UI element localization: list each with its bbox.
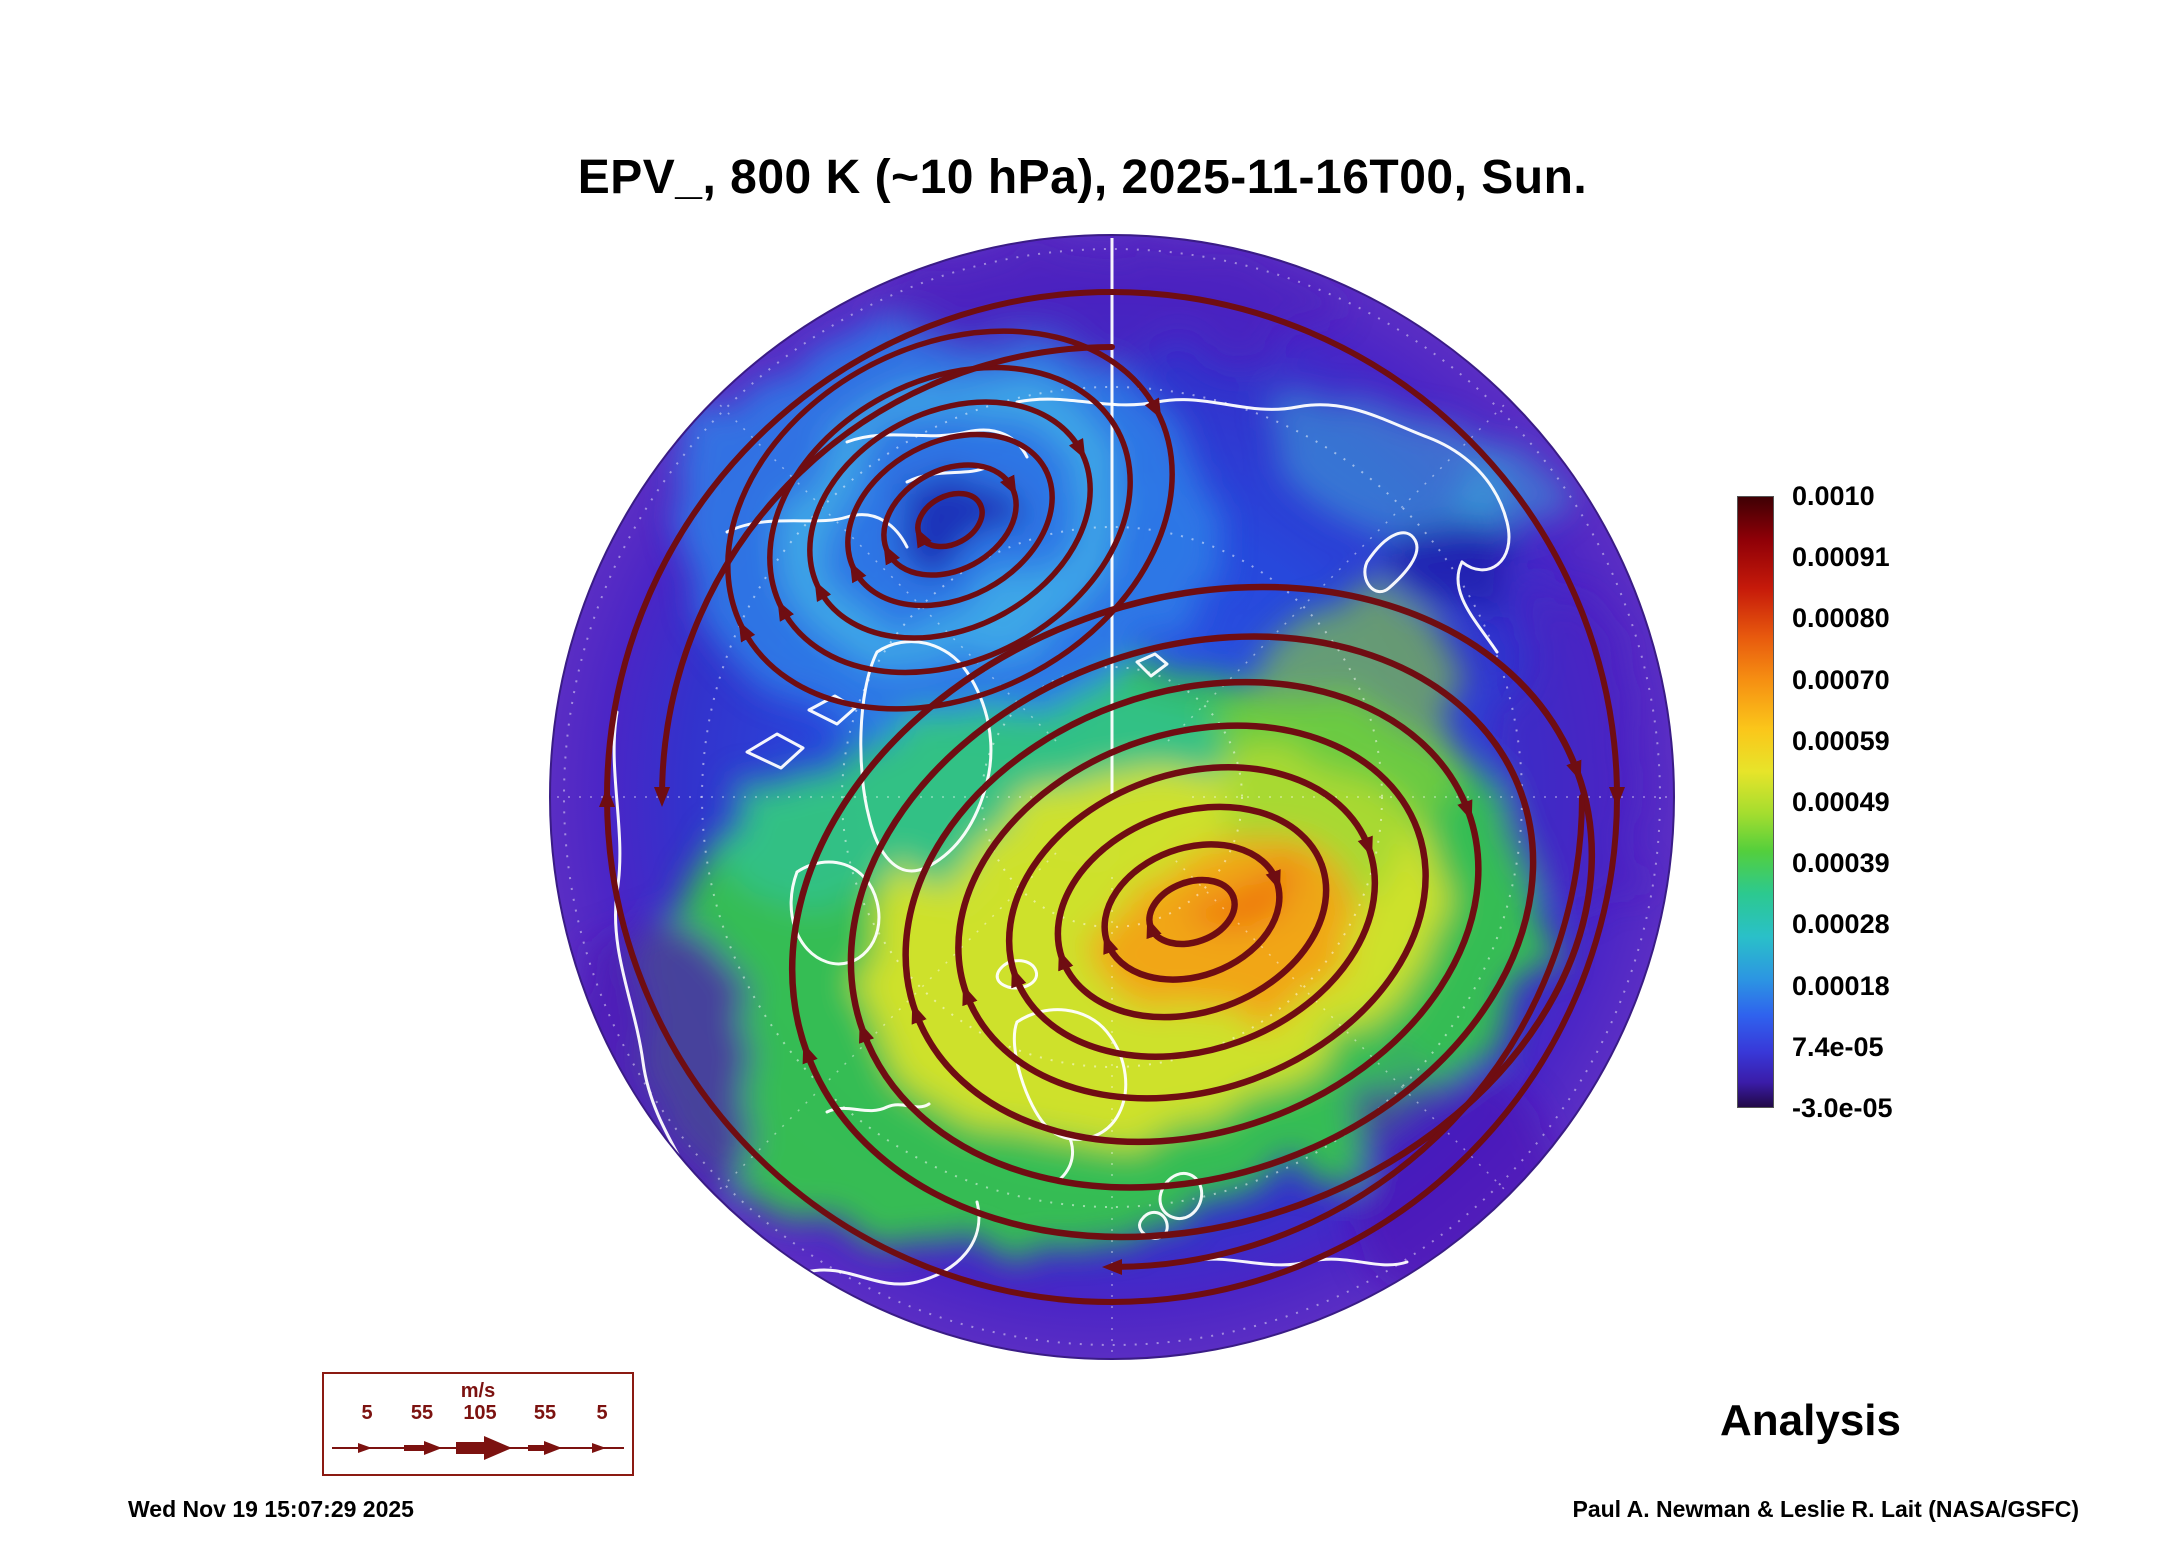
map-edge [549, 234, 1675, 1360]
wind-units-label: m/s [460, 1380, 496, 1402]
wind-speed-tick: 105 [463, 1402, 497, 1424]
colorbar-tick: 0.00070 [1792, 664, 1890, 695]
globe-map [549, 234, 1675, 1360]
wind-arrow-scale [332, 1436, 624, 1460]
author-credit: Paul A. Newman & Leslie R. Lait (NASA/GS… [1572, 1496, 2079, 1522]
colorbar-tick: 0.00028 [1792, 909, 1890, 940]
wind-speed-tick: 55 [533, 1402, 557, 1424]
wind-speed-tick: 55 [410, 1402, 434, 1424]
colorbar-tick: 0.00039 [1792, 848, 1890, 879]
colorbar-tick: 0.00059 [1792, 725, 1890, 756]
colorbar [1737, 496, 1774, 1108]
streamlines-anticyclone [789, 583, 1595, 1241]
wind-speed-tick: 5 [596, 1402, 608, 1424]
polar-map [547, 232, 1677, 1362]
colorbar-tick: 0.00018 [1792, 970, 1890, 1001]
colorbar-tick: -3.0e-05 [1792, 1092, 1893, 1123]
streamlines-vortex [725, 328, 1175, 712]
colorbar-tick: 0.0010 [1792, 481, 1875, 511]
chart-title: EPV_, 800 K (~10 hPa), 2025-11-16T00, Su… [577, 151, 1588, 204]
streamlines [599, 289, 1625, 1305]
colorbar-tick: 0.00049 [1792, 786, 1890, 817]
wind-speed-tick: 5 [361, 1402, 373, 1424]
colorbar-ticks: 0.0010 0.00091 0.00080 0.00070 0.00059 0… [1792, 481, 1982, 1123]
colorbar-tick: 7.4e-05 [1792, 1031, 1884, 1062]
analysis-label: Analysis [1720, 1396, 1901, 1445]
streamlines-outer [599, 289, 1625, 1305]
colorbar-tick: 0.00080 [1792, 603, 1890, 634]
generation-timestamp: Wed Nov 19 15:07:29 2025 [128, 1496, 414, 1522]
colorbar-tick: 0.00091 [1792, 542, 1890, 573]
wind-speed-legend: m/s 5 55 105 55 5 [322, 1372, 634, 1476]
